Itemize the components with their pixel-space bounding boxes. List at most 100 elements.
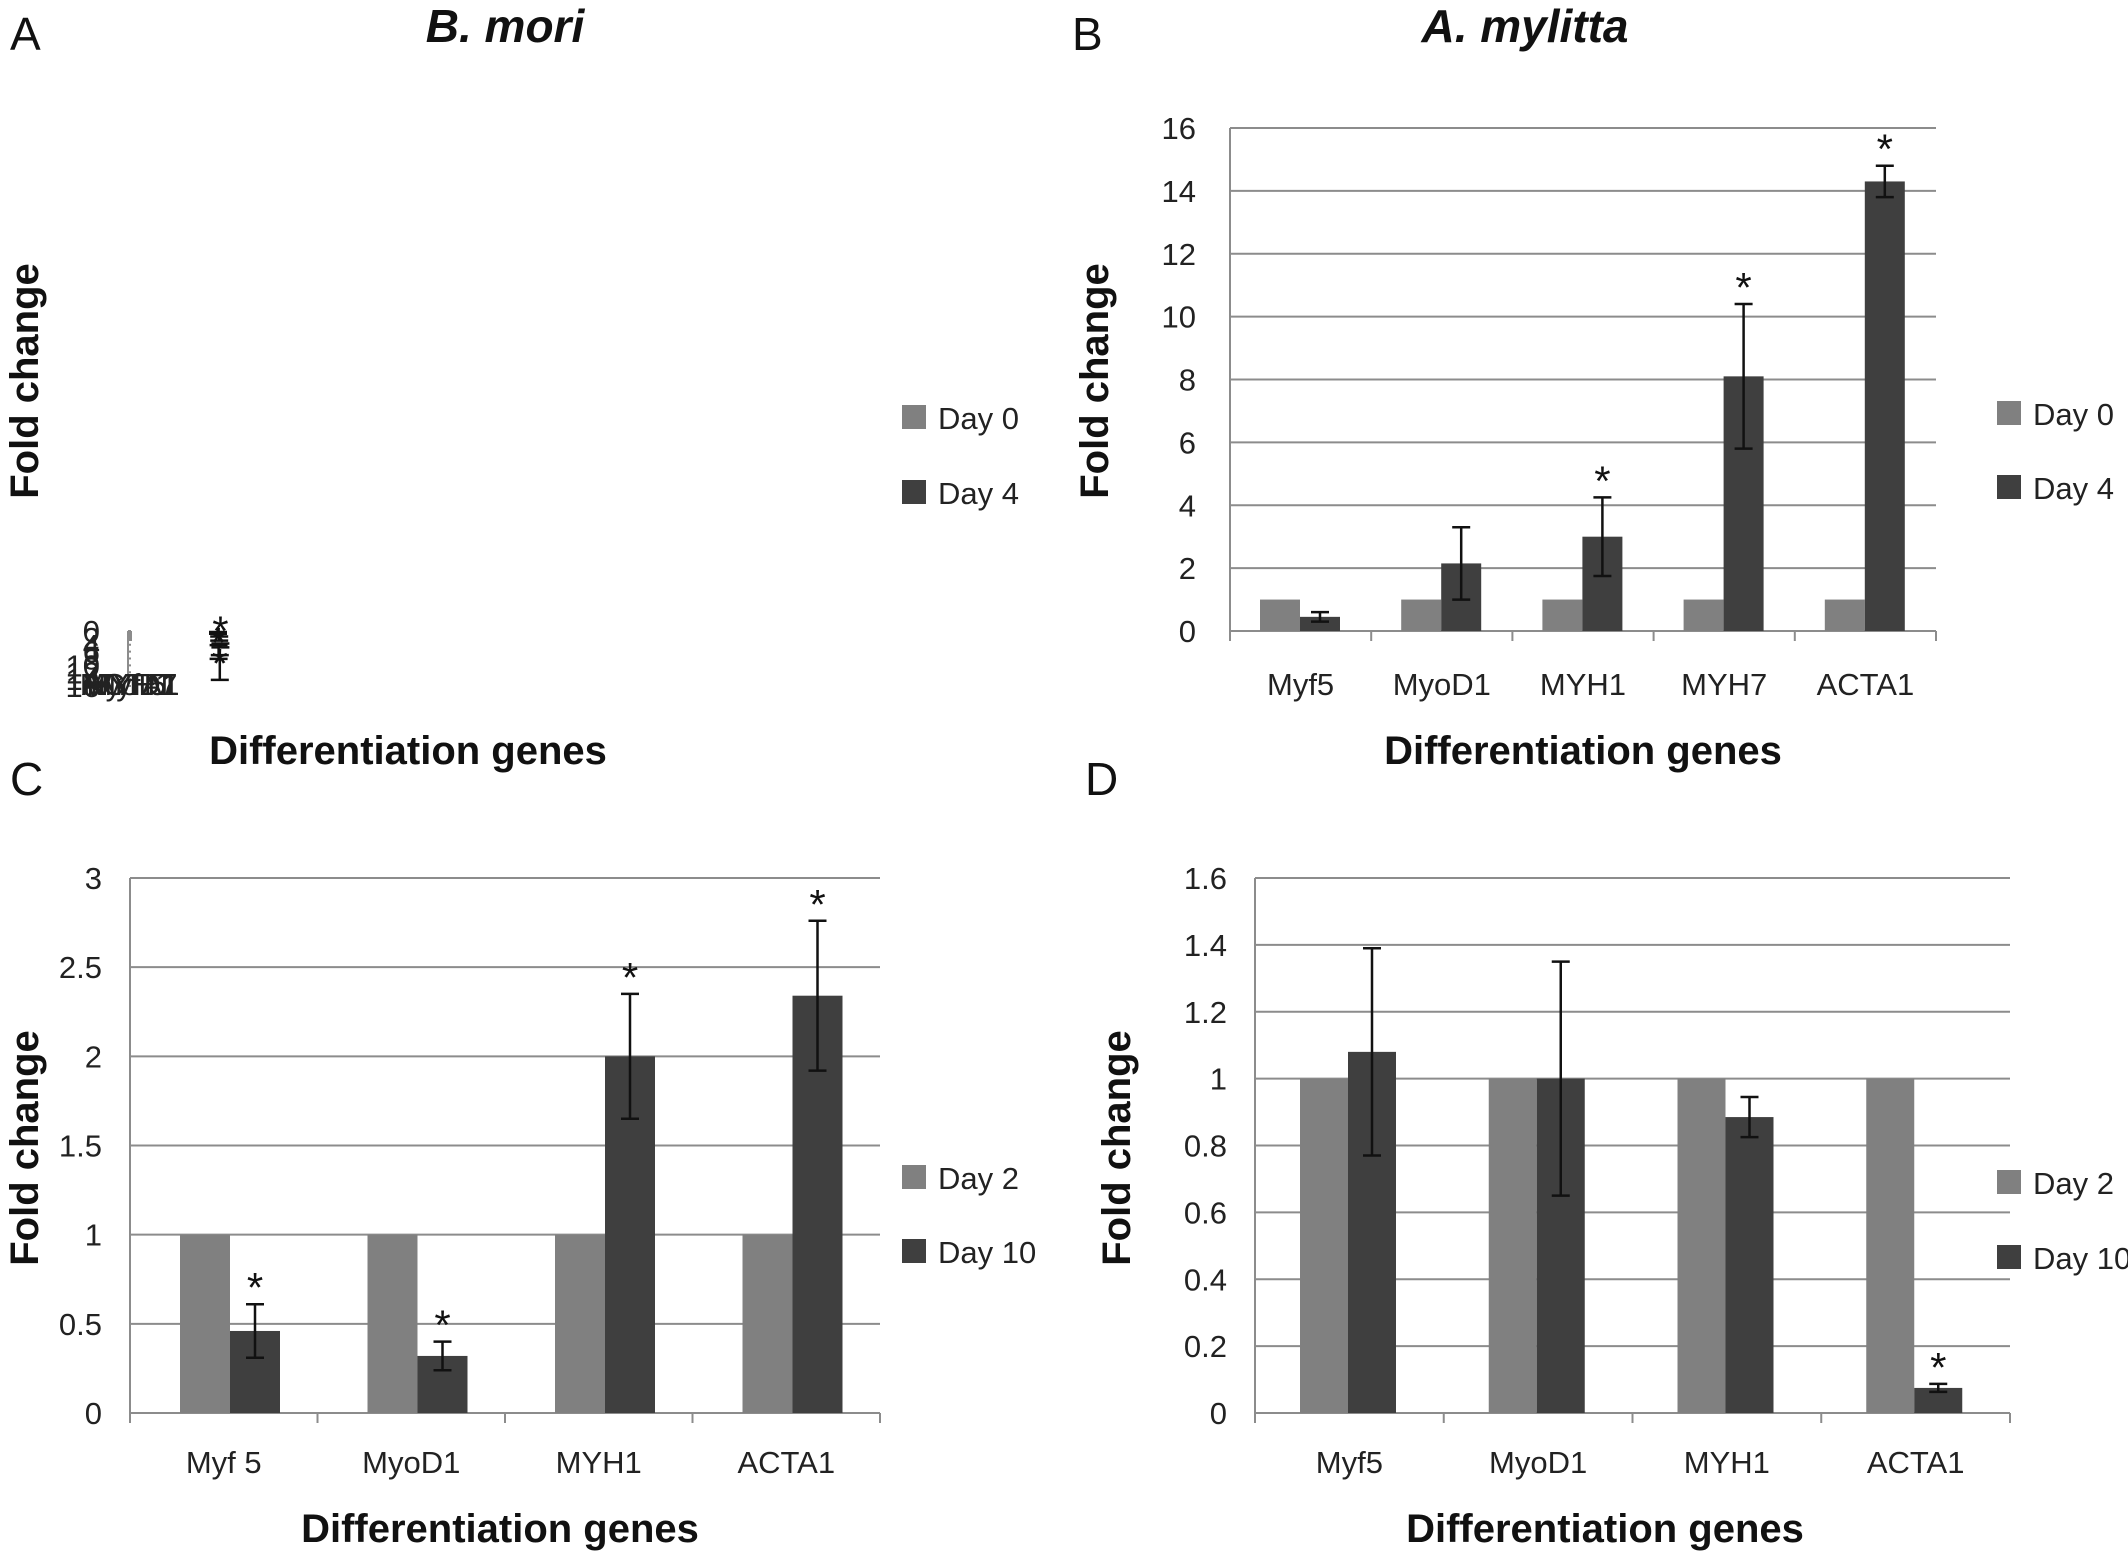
bar-day-2 [555, 1234, 605, 1413]
panel-letter: C [10, 753, 43, 805]
panel-d: D 0 0.2 0.4 0.6 0.8 1 1.2 1.4 1.6 Myf5 MyoD1 MYH1 * AC… [1085, 753, 2128, 1551]
y-tick-label: 1.6 [1184, 861, 1227, 896]
legend-swatch [1997, 1245, 2021, 1269]
y-axis-title: Fold change [3, 1030, 47, 1266]
legend-swatch [1997, 401, 2021, 425]
legend-label: Day 2 [2033, 1166, 2114, 1201]
panel-letter: A [10, 8, 41, 60]
y-tick-label: 10 [66, 648, 100, 683]
x-tick-label: MYH1 [556, 1445, 642, 1480]
bar-day-2 [180, 1234, 230, 1413]
legend-swatch [902, 1239, 926, 1263]
legend-label: Day 0 [938, 401, 1019, 436]
significance-asterisk: * [1877, 126, 1893, 173]
y-tick-label: 6 [1179, 425, 1196, 460]
x-axis-title: Differentiation genes [1406, 1507, 1804, 1551]
bar-day-2 [367, 1234, 418, 1413]
y-tick-label: 2 [1179, 551, 1196, 586]
x-tick-label: MYH1 [1684, 1445, 1770, 1480]
bar-day-2 [1677, 1078, 1726, 1413]
x-tick-label: MYH1 [86, 667, 172, 702]
y-tick-label: 0 [83, 614, 100, 649]
y-tick-label: 0 [1179, 614, 1196, 649]
y-tick-label: 14 [1162, 174, 1196, 209]
y-tick-label: 8 [1179, 363, 1196, 398]
x-tick-label: Myf5 [1267, 667, 1334, 702]
x-tick-label: ACTA1 [82, 667, 180, 702]
legend-label: Day 2 [938, 1161, 1019, 1196]
y-tick-label: 16 [1162, 111, 1196, 146]
x-tick-label: MyoD1 [80, 667, 178, 702]
y-tick-label: 2 [83, 621, 100, 656]
significance-asterisk: * [1930, 1344, 1946, 1391]
y-tick-label: 2 [85, 1039, 102, 1074]
significance-asterisk: * [1735, 264, 1751, 311]
legend-swatch [902, 405, 926, 429]
chart-title: A. mylitta [1420, 0, 1628, 52]
y-tick-label: 10 [1162, 300, 1196, 335]
legend-swatch [902, 480, 926, 504]
legend-swatch [1997, 1170, 2021, 1194]
y-tick-label: 1 [1210, 1062, 1227, 1097]
panel-letter: D [1085, 753, 1118, 805]
bar-day-2 [1300, 1078, 1348, 1413]
significance-asterisk: * [622, 954, 638, 1001]
x-tick-label: ACTA1 [737, 1445, 835, 1480]
legend-label: Day 10 [2033, 1241, 2128, 1276]
y-tick-label: 3 [85, 861, 102, 896]
y-tick-label: 0.2 [1184, 1329, 1227, 1364]
panel-b: B A. mylitta 0 2 4 6 8 10 12 14 16 Myf5 MyoD1 * MYH1 * M… [1072, 0, 2114, 773]
x-tick-label: ACTA1 [1867, 1445, 1965, 1480]
y-tick-label: 6 [83, 635, 100, 670]
significance-asterisk: * [809, 881, 825, 928]
significance-asterisk: * [212, 640, 228, 687]
chart-title: B. mori [426, 0, 586, 52]
legend-label: Day 4 [938, 476, 1019, 511]
y-axis-title: Fold change [3, 263, 47, 499]
y-tick-label: 1.4 [1184, 928, 1227, 963]
y-tick-label: 0.5 [59, 1307, 102, 1342]
bar-day-0 [1401, 599, 1442, 631]
bar-day-0 [1683, 599, 1724, 631]
legend-label: Day 4 [2033, 471, 2114, 506]
x-tick-label: ACTA1 [1817, 667, 1915, 702]
x-tick-label: MyoD1 [1393, 667, 1491, 702]
y-tick-label: 1 [85, 1218, 102, 1253]
x-tick-label: MyoD1 [362, 1445, 460, 1480]
bar-day-4 [1864, 181, 1905, 631]
legend-label: Day 0 [2033, 397, 2114, 432]
y-tick-label: 1.2 [1184, 995, 1227, 1030]
x-tick-label: MyoD1 [1489, 1445, 1587, 1480]
x-tick-label: MYH1 [1540, 667, 1626, 702]
x-tick-label: Myf 5 [90, 667, 166, 702]
x-tick-label: MYH7 [1681, 667, 1767, 702]
x-axis-title: Differentiation genes [1384, 729, 1782, 773]
significance-asterisk: * [434, 1302, 450, 1349]
bar-day-4 [1300, 616, 1340, 631]
panel-c: C 0 0.5 1 1.5 2 2.5 3 * Myf 5 * MyoD1 * MYH1 * ACTA1 Dif… [3, 753, 1036, 1551]
x-axis-title: Differentiation genes [301, 1507, 699, 1551]
legend-swatch [1997, 475, 2021, 499]
y-tick-label: 12 [1162, 237, 1196, 272]
significance-asterisk: * [247, 1264, 263, 1311]
significance-asterisk: * [1594, 457, 1610, 504]
y-tick-label: 2.5 [59, 950, 102, 985]
x-tick-label: Myf 5 [186, 1445, 262, 1480]
y-tick-label: 0.8 [1184, 1129, 1227, 1164]
bar-day-2 [1866, 1078, 1915, 1413]
y-tick-label: 0 [1210, 1396, 1227, 1431]
panel-letter: B [1072, 8, 1103, 60]
y-tick-label: 0.6 [1184, 1195, 1227, 1230]
x-tick-label: MYH 7 [83, 667, 178, 702]
x-tick-label: Myf5 [1316, 1445, 1383, 1480]
legend-swatch [902, 1165, 926, 1189]
y-tick-label: 14 [66, 662, 100, 697]
y-tick-label: 1.5 [59, 1129, 102, 1164]
bar-day-2 [742, 1234, 793, 1413]
x-axis-title: Differentiation genes [209, 729, 607, 773]
bar-day-0 [1824, 599, 1865, 631]
significance-asterisk: * [212, 607, 228, 654]
y-tick-label: 0.4 [1184, 1262, 1227, 1297]
bar-day-10 [1725, 1117, 1774, 1413]
